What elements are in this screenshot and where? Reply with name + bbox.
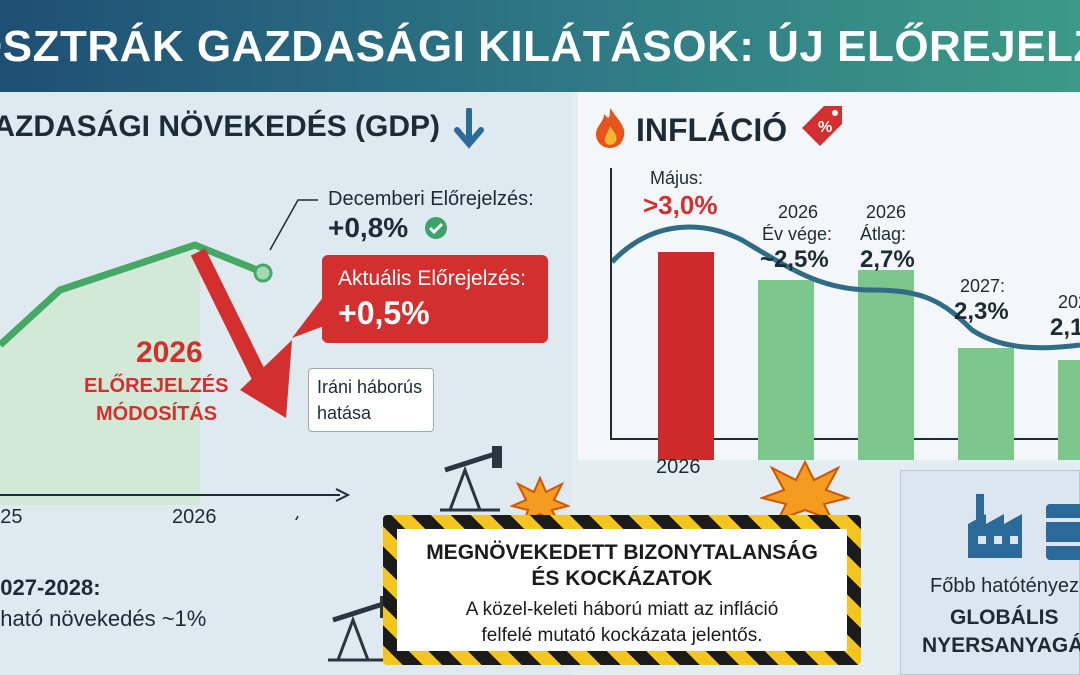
december-forecast-value: +0,8%: [328, 212, 409, 243]
oil-pump-icon: [440, 446, 502, 512]
fire-icon: [596, 108, 625, 148]
percent-tag-icon: %: [802, 106, 842, 146]
bar-2028-value: 2,1%: [1050, 314, 1080, 341]
inflation-x-axis: [610, 438, 1080, 440]
inflation-bar-2026-avg: [858, 270, 914, 460]
revision-line1: ELŐREJELZÉS: [84, 375, 229, 397]
risk-warning-content: MEGNÖVEKEDETT BIZONYTALANSÁG ÉS KOCKÁZAT…: [397, 529, 847, 651]
inflation-bar-2026-end: [758, 280, 814, 460]
drivers-line1: GLOBÁLIS: [950, 606, 1059, 629]
oil-barrel-icon: [1046, 504, 1080, 560]
forecast-arrow-shaft: [190, 248, 270, 386]
revision-line2: MÓDOSÍTÁS: [96, 403, 218, 425]
axis-label-2025: 2025: [0, 506, 23, 528]
page-title: OSZTRÁK GAZDASÁGI KILÁTÁSOK: ÚJ ELŐREJEL…: [0, 22, 1080, 71]
drivers-line2: NYERSANYAGÁRAK: [922, 634, 1080, 657]
outlook-line2: Várható növekedés ~1%: [0, 606, 207, 631]
december-forecast-label: Decemberi Előrejelzés:: [328, 188, 534, 210]
war-effect-line1: Iráni háborús: [317, 377, 423, 397]
factory-icon: [968, 494, 1022, 558]
inflation-bar-2028: [1058, 360, 1080, 460]
outlook-leader-line: [295, 515, 299, 520]
gdp-section-title: GAZDASÁGI NÖVEKEDÉS (GDP): [0, 110, 441, 143]
bar-2028-label: 2028:: [1058, 292, 1080, 312]
bar-may-value: >3,0%: [643, 190, 718, 220]
war-effect-box: Iráni háborús hatása: [308, 368, 434, 432]
inflation-axis-label: 2026: [656, 456, 701, 478]
risk-warning-box: MEGNÖVEKEDETT BIZONYTALANSÁG ÉS KOCKÁZAT…: [383, 515, 861, 665]
arrow-down-icon: [454, 108, 484, 149]
x-axis-arrow: [335, 488, 351, 502]
bar-2026-avg-label: Átlag:: [860, 224, 907, 244]
forecast-arrow-head: [240, 340, 292, 418]
bar-2026-avg-year: 2026: [866, 202, 907, 222]
bar-2027-label: 2027:: [960, 276, 1006, 296]
gdp-area: [0, 245, 200, 505]
risk-text-line2: felfelé mutató kockázata jelentős.: [481, 625, 763, 646]
bar-2026-end-value: ~2,5%: [760, 246, 829, 273]
axis-label-2026: 2026: [172, 506, 217, 528]
explosion-icon: [510, 476, 570, 522]
december-leader-line: [269, 199, 318, 251]
svg-text:%: %: [818, 119, 832, 136]
risk-text-line1: A közel-keleti háború miatt az infláció: [465, 599, 779, 620]
bar-2026-avg-value: 2,7%: [860, 246, 915, 273]
inflation-trend-line: [612, 224, 1080, 351]
gdp-chart: [0, 199, 351, 520]
gdp-point: [253, 263, 273, 283]
inflation-bar-2027: [958, 348, 1014, 460]
header-banner: OSZTRÁK GAZDASÁGI KILÁTÁSOK: ÚJ ELŐREJEL…: [0, 0, 1080, 92]
bar-2026-end-label: Év vége:: [762, 224, 833, 244]
drivers-label: Főbb hatótényezők:: [930, 575, 1080, 597]
gdp-line: [0, 241, 264, 348]
callout-pointer: [292, 296, 324, 338]
inflation-bar-may: [658, 252, 714, 460]
outlook-line1: 2027-2028:: [0, 575, 101, 600]
current-forecast-label: Aktuális Előrejelzés:: [338, 267, 526, 290]
risk-title-line1: MEGNÖVEKEDETT BIZONYTALANSÁG: [426, 541, 818, 564]
inflation-y-axis: [610, 168, 612, 440]
explosion-icon-2: [760, 460, 850, 522]
check-circle-icon: [425, 217, 447, 239]
bar-may-label: Május:: [650, 168, 704, 188]
bar-2026-end-year: 2026: [778, 202, 819, 222]
risk-title-line2: ÉS KOCKÁZATOK: [531, 567, 713, 590]
war-effect-line2: hatása: [317, 403, 372, 423]
inflation-section-title: INFLÁCIÓ: [636, 112, 788, 148]
current-forecast-callout: Aktuális Előrejelzés: +0,5%: [322, 255, 548, 343]
current-forecast-value: +0,5%: [338, 295, 430, 331]
revision-year: 2026: [136, 336, 203, 369]
bar-2027-value: 2,3%: [954, 298, 1009, 325]
